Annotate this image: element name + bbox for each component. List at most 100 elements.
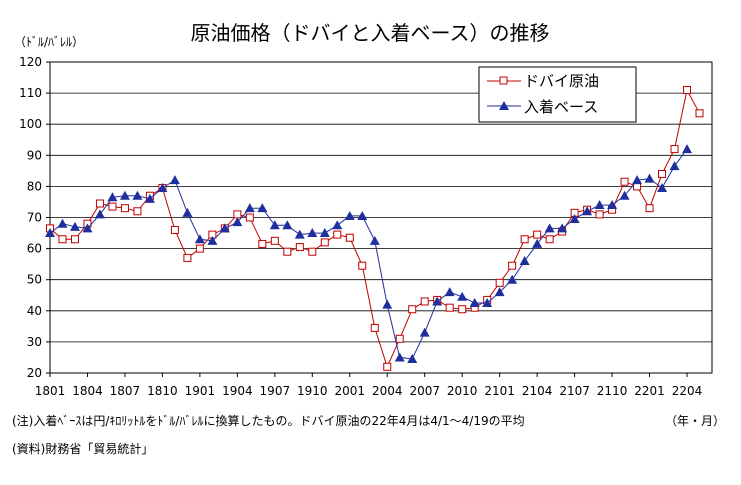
legend-box <box>478 66 637 123</box>
x-tick-label: 2204 <box>672 384 703 398</box>
data-point-square <box>108 202 117 211</box>
data-point-triangle <box>482 298 493 308</box>
data-point-triangle <box>507 274 518 284</box>
x-tick-label: 1804 <box>72 384 103 398</box>
data-point-triangle <box>644 173 655 183</box>
data-point-triangle <box>407 354 418 364</box>
data-point-triangle <box>469 298 480 308</box>
data-point-square <box>170 225 179 234</box>
x-tick-label: 1801 <box>35 384 66 398</box>
data-point-square <box>445 303 454 312</box>
data-point-triangle <box>232 217 243 227</box>
y-axis-unit-label: （ﾄﾞﾙ/ﾊﾞﾚﾙ） <box>14 35 84 49</box>
data-point-square <box>258 239 267 248</box>
x-tick-label: 1901 <box>185 384 216 398</box>
data-point-square <box>370 323 379 332</box>
data-point-triangle <box>244 203 255 213</box>
data-point-triangle <box>369 235 380 245</box>
data-point-square <box>620 177 629 186</box>
data-point-square <box>420 297 429 306</box>
data-point-square <box>58 235 67 244</box>
y-tick-label: 30 <box>27 335 42 349</box>
data-point-triangle <box>419 327 430 337</box>
legend-marker-hollow-square <box>499 76 508 85</box>
x-tick-label: 2007 <box>409 384 440 398</box>
data-point-triangle <box>132 190 143 200</box>
data-point-square <box>320 238 329 247</box>
data-point-square <box>458 305 467 314</box>
data-point-triangle <box>532 238 543 248</box>
x-tick-label: 1810 <box>147 384 178 398</box>
data-point-square <box>70 235 79 244</box>
data-point-square <box>670 145 679 154</box>
data-point-triangle <box>269 220 280 230</box>
data-point-square <box>270 236 279 245</box>
data-point-square <box>595 210 604 219</box>
y-tick-label: 20 <box>27 366 42 380</box>
data-point-square <box>245 213 254 222</box>
data-point-square <box>658 169 667 178</box>
data-point-square <box>183 253 192 262</box>
y-tick-label: 100 <box>19 117 42 131</box>
y-tick-label: 70 <box>27 211 42 225</box>
data-point-triangle <box>457 291 468 301</box>
data-point-triangle <box>582 206 593 216</box>
footnote-source: (資料)財務省「貿易統計」 <box>12 442 154 456</box>
data-point-triangle <box>394 352 405 362</box>
data-point-triangle <box>282 220 293 230</box>
data-point-triangle <box>682 144 693 154</box>
x-tick-label: 2001 <box>335 384 366 398</box>
y-axis-ticks: 20 30 40 50 60 70 80 90 100 110 120 <box>19 55 50 380</box>
x-tick-label: 2110 <box>597 384 628 398</box>
series-landed-basis <box>45 144 693 364</box>
data-point-triangle <box>357 210 368 220</box>
data-point-square <box>545 235 554 244</box>
data-point-triangle <box>219 223 230 233</box>
data-point-square <box>495 278 504 287</box>
data-point-square <box>508 261 517 270</box>
legend-marker-filled-triangle <box>499 101 509 110</box>
data-point-triangle <box>57 218 68 228</box>
data-point-triangle <box>194 234 205 244</box>
data-point-triangle <box>607 200 618 210</box>
x-tick-label: 2004 <box>372 384 403 398</box>
data-point-square <box>120 204 129 213</box>
data-point-square <box>295 243 304 252</box>
x-tick-label: 1907 <box>260 384 291 398</box>
x-tick-label: 1807 <box>110 384 141 398</box>
footnote-note: (注)入着ﾍﾞｰｽは円/ｷﾛﾘｯﾄﾙをﾄﾞﾙ/ﾊﾞﾚﾙに換算したもの。ドバイ原油… <box>12 414 525 428</box>
x-tick-label: 2101 <box>484 384 515 398</box>
data-point-triangle <box>594 200 605 210</box>
x-tick-label: 1910 <box>297 384 328 398</box>
x-tick-label: 2010 <box>447 384 478 398</box>
chart-title: 原油価格（ドバイと入着ベース）の推移 <box>191 21 550 45</box>
x-tick-label: 1904 <box>222 384 253 398</box>
data-point-triangle <box>444 287 455 297</box>
y-tick-label: 90 <box>27 148 42 162</box>
data-point-square <box>408 305 417 314</box>
series-line <box>49 148 688 360</box>
legend-label-landed: 入着ベース <box>524 98 598 116</box>
data-point-square <box>308 247 317 256</box>
data-point-square <box>358 261 367 270</box>
data-point-triangle <box>82 223 93 233</box>
data-point-triangle <box>294 229 305 239</box>
data-point-triangle <box>157 182 168 192</box>
data-point-triangle <box>94 209 105 219</box>
y-tick-label: 40 <box>27 304 42 318</box>
data-point-triangle <box>494 287 505 297</box>
y-tick-label: 50 <box>27 273 42 287</box>
data-point-triangle <box>144 193 155 203</box>
series-dubai-crude <box>46 85 704 371</box>
data-point-triangle <box>569 214 580 224</box>
y-tick-label: 120 <box>19 55 42 69</box>
y-tick-label: 110 <box>19 86 42 100</box>
data-point-square <box>395 334 404 343</box>
data-point-square <box>520 235 529 244</box>
data-point-triangle <box>669 161 680 171</box>
gridlines <box>50 92 712 343</box>
data-point-triangle <box>207 235 218 245</box>
x-tick-label: 2201 <box>634 384 665 398</box>
data-point-triangle <box>619 190 630 200</box>
